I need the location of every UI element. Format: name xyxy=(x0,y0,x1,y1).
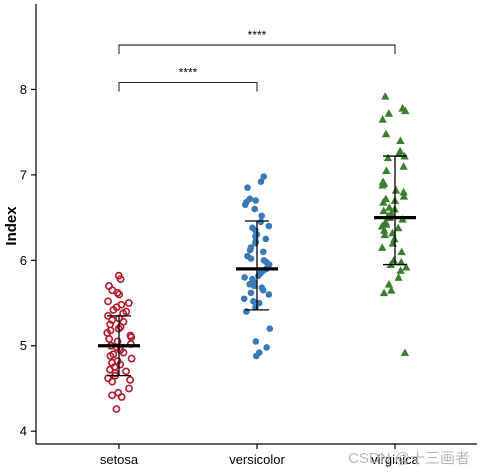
data-point-versicolor xyxy=(265,222,273,230)
data-point-setosa xyxy=(124,299,133,307)
data-point-virginica xyxy=(378,115,387,123)
x-axis: setosa versicolor virginica xyxy=(36,443,477,467)
y-axis-title: Index xyxy=(3,206,20,246)
data-point-setosa xyxy=(106,352,115,360)
data-point-virginica xyxy=(399,187,408,196)
data-point-versicolor xyxy=(247,289,255,297)
data-point-virginica xyxy=(380,230,390,239)
data-point-setosa xyxy=(126,376,134,384)
data-point-setosa xyxy=(116,323,125,331)
data-point-versicolor xyxy=(240,295,248,303)
data-point-virginica xyxy=(387,286,396,294)
data-point-setosa xyxy=(116,275,125,284)
significance-label: **** xyxy=(248,28,267,42)
data-point-virginica xyxy=(380,226,389,234)
significance-bracket xyxy=(118,44,396,55)
data-point-versicolor xyxy=(250,282,258,290)
data-point-versicolor xyxy=(244,184,251,191)
data-point-setosa xyxy=(108,391,117,400)
data-point-virginica xyxy=(391,186,401,194)
data-point-virginica xyxy=(400,348,410,356)
data-point-virginica xyxy=(399,162,408,170)
data-point-virginica xyxy=(384,109,394,117)
data-point-virginica xyxy=(379,288,389,297)
y-tick-label: 8 xyxy=(20,82,27,97)
data-point-virginica xyxy=(394,273,403,281)
data-point-setosa xyxy=(108,316,117,325)
data-point-versicolor xyxy=(262,235,270,243)
data-point-versicolor xyxy=(257,178,265,186)
data-point-setosa xyxy=(115,290,124,299)
y-tick-label: 4 xyxy=(20,424,27,439)
data-point-virginica xyxy=(379,198,388,206)
data-point-virginica xyxy=(397,247,406,256)
data-point-versicolor xyxy=(241,201,249,209)
data-point-versicolor xyxy=(260,248,267,256)
data-point-setosa xyxy=(125,384,133,393)
data-point-virginica xyxy=(383,153,393,162)
data-point-versicolor xyxy=(265,291,273,298)
data-point-versicolor xyxy=(247,255,255,262)
data-point-versicolor xyxy=(251,205,259,213)
data-point-virginica xyxy=(379,206,388,215)
data-point-setosa xyxy=(106,365,114,374)
data-point-virginica xyxy=(384,280,394,288)
y-tick-label: 5 xyxy=(20,338,27,353)
data-point-setosa xyxy=(127,354,136,363)
data-point-virginica xyxy=(396,266,405,274)
data-point-setosa xyxy=(104,297,112,306)
data-point-setosa xyxy=(109,305,118,314)
x-tick-label: setosa xyxy=(100,452,139,467)
data-point-virginica xyxy=(401,106,410,115)
data-point-versicolor xyxy=(246,246,254,254)
data-point-virginica xyxy=(389,256,398,264)
y-tick-label: 6 xyxy=(20,253,27,268)
data-point-versicolor xyxy=(263,344,270,351)
x-tick-label: versicolor xyxy=(229,452,285,467)
watermark-text: CSDN @十三画者 xyxy=(348,450,470,467)
data-point-versicolor xyxy=(257,218,265,226)
data-point-versicolor xyxy=(259,286,267,294)
data-point-setosa xyxy=(117,393,126,401)
data-point-versicolor xyxy=(258,212,266,220)
data-point-versicolor xyxy=(252,352,260,360)
data-point-virginica xyxy=(381,92,390,100)
data-point-virginica xyxy=(401,262,411,271)
plot-area: 4 5 6 7 8 setosa versicolor virginica Index **… xyxy=(3,4,477,467)
significance-bracket xyxy=(118,82,258,92)
data-point-versicolor xyxy=(266,325,274,332)
data-point-virginica xyxy=(385,203,394,211)
significance-label: **** xyxy=(179,66,198,80)
data-point-versicolor xyxy=(260,173,268,180)
data-point-versicolor xyxy=(255,272,262,279)
data-point-versicolor xyxy=(252,197,260,204)
data-point-versicolor xyxy=(250,298,257,305)
data-point-setosa xyxy=(119,348,128,357)
data-point-setosa xyxy=(113,288,122,297)
data-point-versicolor xyxy=(241,274,248,281)
data-point-virginica xyxy=(399,192,409,200)
data-point-versicolor xyxy=(252,338,260,345)
data-point-virginica xyxy=(394,223,403,232)
y-tick-label: 7 xyxy=(20,167,27,182)
data-point-setosa xyxy=(122,367,130,376)
data-point-setosa xyxy=(105,335,114,343)
data-point-virginica xyxy=(396,136,405,145)
data-point-virginica xyxy=(378,243,387,251)
data-point-virginica xyxy=(378,180,387,189)
data-point-setosa xyxy=(112,405,121,413)
data-point-virginica xyxy=(394,149,404,157)
data-point-virginica xyxy=(397,257,406,266)
y-axis: 4 5 6 7 8 xyxy=(20,4,37,444)
x-tick-label: virginica xyxy=(371,452,419,467)
data-point-setosa xyxy=(108,377,117,386)
data-point-virginica xyxy=(382,166,391,174)
data-point-virginica xyxy=(381,129,391,138)
